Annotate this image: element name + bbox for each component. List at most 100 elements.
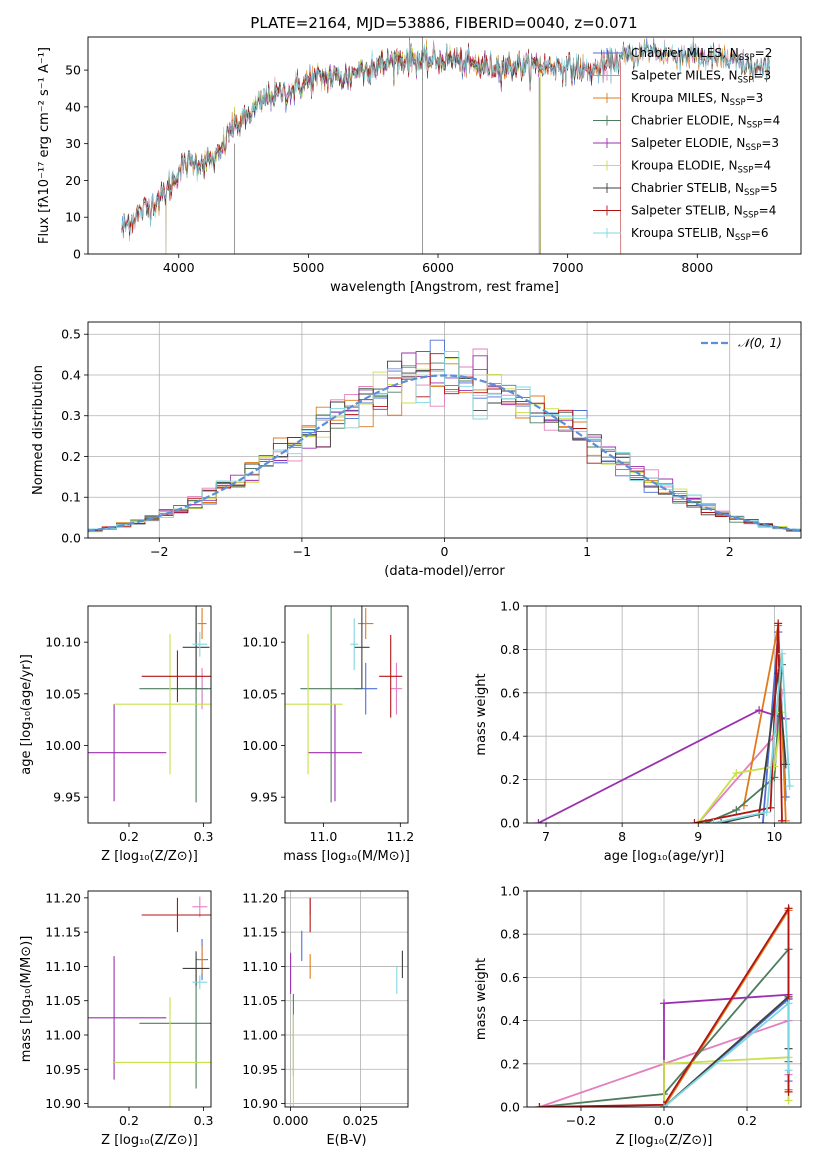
y-tick-label: 11.00 (45, 1028, 81, 1043)
y-tick-label: 1.0 (500, 884, 520, 899)
x-axis-label: (data-model)/error (384, 564, 505, 579)
legend-nssp-subscript: SSP (738, 166, 754, 176)
axes-frame (284, 605, 409, 824)
y-tick-label: 10.10 (45, 635, 81, 650)
y-tick-label: 0.5 (61, 327, 81, 342)
y-tick-label: 0.0 (500, 1100, 520, 1115)
y-tick-label: 20 (65, 173, 81, 188)
legend-nssp-symbol: , N (730, 114, 747, 128)
x-tick-label: 0.000 (273, 1113, 309, 1128)
legend-nssp-subscript: SSP (735, 233, 751, 243)
y-tick-label: 11.20 (242, 890, 278, 905)
x-tick-label: 11.2 (386, 829, 414, 844)
y-tick-label: 0.2 (61, 449, 81, 464)
legend-nssp-symbol: , N (722, 46, 739, 60)
y-tick-label: 11.20 (45, 890, 81, 905)
mass-weight-line (694, 623, 783, 823)
y-tick-label: 11.05 (45, 993, 81, 1008)
histogram-panel: −2 −1 0 1 2 0.0 0.1 0.2 0.3 0.4 0.5 (data-model)/er… (31, 321, 802, 579)
legend-nssp-symbol: , N (721, 159, 738, 173)
y-tick-label: 0.4 (61, 367, 81, 382)
y-tick-label: 0.6 (500, 970, 520, 985)
mass-weight-series-kroupa-stelib (709, 649, 794, 823)
spectrum-panel: 4000 5000 6000 7000 8000 0 10 20 30 40 50 wavelengt… (37, 36, 802, 295)
legend-nssp-symbol: , N (713, 91, 730, 105)
legend-label: Salpeter ELODIE, NSSP=3 (631, 136, 779, 153)
errorbar-point-chabrier-stelib (354, 606, 370, 689)
y-tick-label: 50 (65, 63, 81, 78)
errorbar-point-kroupa-stelib (192, 975, 208, 990)
legend-nssp-value: 4 (764, 159, 772, 173)
y-axis-label: Normed distribution (31, 365, 46, 495)
legend-nssp-symbol: , N (727, 181, 744, 195)
axes-frame (87, 36, 802, 255)
legend-entry-kroupa-elodie: Kroupa ELODIE, NSSP=4 (593, 159, 771, 176)
age-vs-mass-panel: 11.0 11.2 9.95 10.00 10.05 10.10 mass [log₁₀(M… (242, 605, 414, 864)
errorbar-point-salpeter-elodie (88, 956, 167, 1080)
y-tick-label: 0.0 (500, 816, 520, 831)
legend-series-name: Chabrier MILES (631, 46, 722, 60)
x-tick-label: 7000 (552, 260, 584, 275)
axes-frame (87, 321, 802, 539)
legend-series-name: Chabrier STELIB (631, 181, 727, 195)
x-tick-label: 10 (766, 829, 782, 844)
y-tick-label: 11.05 (242, 993, 278, 1008)
legend-nssp-value: 3 (764, 69, 772, 83)
y-tick-label: 0.8 (500, 642, 520, 657)
x-tick-label: 0.0 (654, 1113, 674, 1128)
y-tick-label: 10.00 (242, 738, 278, 753)
spectrum-line-kroupa-stelib (121, 37, 770, 236)
legend-nssp-value: 5 (770, 181, 778, 195)
errorbar-point-chabrier-elodie (300, 606, 362, 803)
legend-nssp-equals: = (746, 91, 756, 105)
x-axis-label: E(B-V) (326, 1133, 366, 1148)
age-vs-metallicity-panel: 0.2 0.3 9.95 10.00 10.05 10.10 Z [log₁₀(Z/Z⊙)]… (19, 605, 214, 864)
legend-nssp-equals: = (763, 114, 773, 128)
errorbar-point-salpeter-miles (192, 896, 208, 918)
legend-nssp-symbol: , N (729, 136, 746, 150)
x-tick-label: 4000 (163, 260, 195, 275)
legend-nssp-subscript: SSP (738, 76, 754, 86)
x-tick-label: 8 (618, 829, 626, 844)
y-tick-label: 0.6 (500, 685, 520, 700)
x-tick-label: −1 (293, 544, 311, 559)
x-axis-label: Z [log₁₀(Z/Z⊙)] (616, 1133, 713, 1148)
errorbar-point-salpeter-elodie (88, 704, 167, 802)
x-tick-label: 5000 (292, 260, 324, 275)
legend-nssp-value: 2 (765, 46, 773, 60)
y-tick-label: 0.3 (61, 408, 81, 423)
x-tick-label: 0.2 (737, 1113, 757, 1128)
legend-nssp-value: 3 (771, 136, 779, 150)
axes-frame (526, 890, 802, 1108)
y-tick-label: 11.15 (45, 925, 81, 940)
legend-label: Kroupa STELIB, NSSP=6 (631, 226, 769, 243)
y-tick-label: 1.0 (500, 599, 520, 614)
y-tick-label: 0.0 (61, 531, 81, 546)
legend-entry-chabrier-elodie: Chabrier ELODIE, NSSP=4 (593, 114, 780, 131)
legend-nssp-equals: = (760, 181, 770, 195)
legend-label: Chabrier MILES, NSSP=2 (631, 46, 772, 63)
y-axis-label: mass weight (474, 958, 489, 1040)
y-tick-label: 40 (65, 99, 81, 114)
x-tick-label: −0.2 (566, 1113, 596, 1128)
x-axis-label: Z [log₁₀(Z/Z⊙)] (101, 1133, 198, 1148)
y-tick-label: 0.1 (61, 490, 81, 505)
x-tick-label: 0.2 (119, 829, 139, 844)
errorbar-point-kroupa-miles (358, 608, 374, 640)
x-tick-label: 6000 (422, 260, 454, 275)
x-tick-label: 0.3 (194, 829, 214, 844)
legend-series-name: Salpeter STELIB (631, 204, 726, 218)
legend-label: Kroupa MILES, NSSP=3 (631, 91, 763, 108)
legend-entry-chabrier-miles: Chabrier MILES, NSSP=2 (593, 46, 772, 63)
x-tick-label: 8000 (681, 260, 713, 275)
mass-weight-line (713, 653, 791, 823)
mass-weight-vs-metallicity-panel: −0.2 0.0 0.2 0.0 0.2 0.4 0.6 0.8 1.0 Z [log₁₀(Z/Z… (474, 884, 802, 1148)
errorbar-point-kroupa-elodie (285, 633, 343, 775)
legend-nssp-subscript: SSP (744, 188, 760, 198)
legend-label: Chabrier STELIB, NSSP=5 (631, 181, 778, 198)
y-tick-label: 0.4 (500, 729, 520, 744)
errorbar-point-kroupa-stelib (350, 618, 359, 671)
legend-label: Salpeter STELIB, NSSP=4 (631, 204, 776, 221)
errorbar-point-salpeter-miles (390, 662, 403, 715)
y-tick-label: 10.05 (45, 686, 81, 701)
